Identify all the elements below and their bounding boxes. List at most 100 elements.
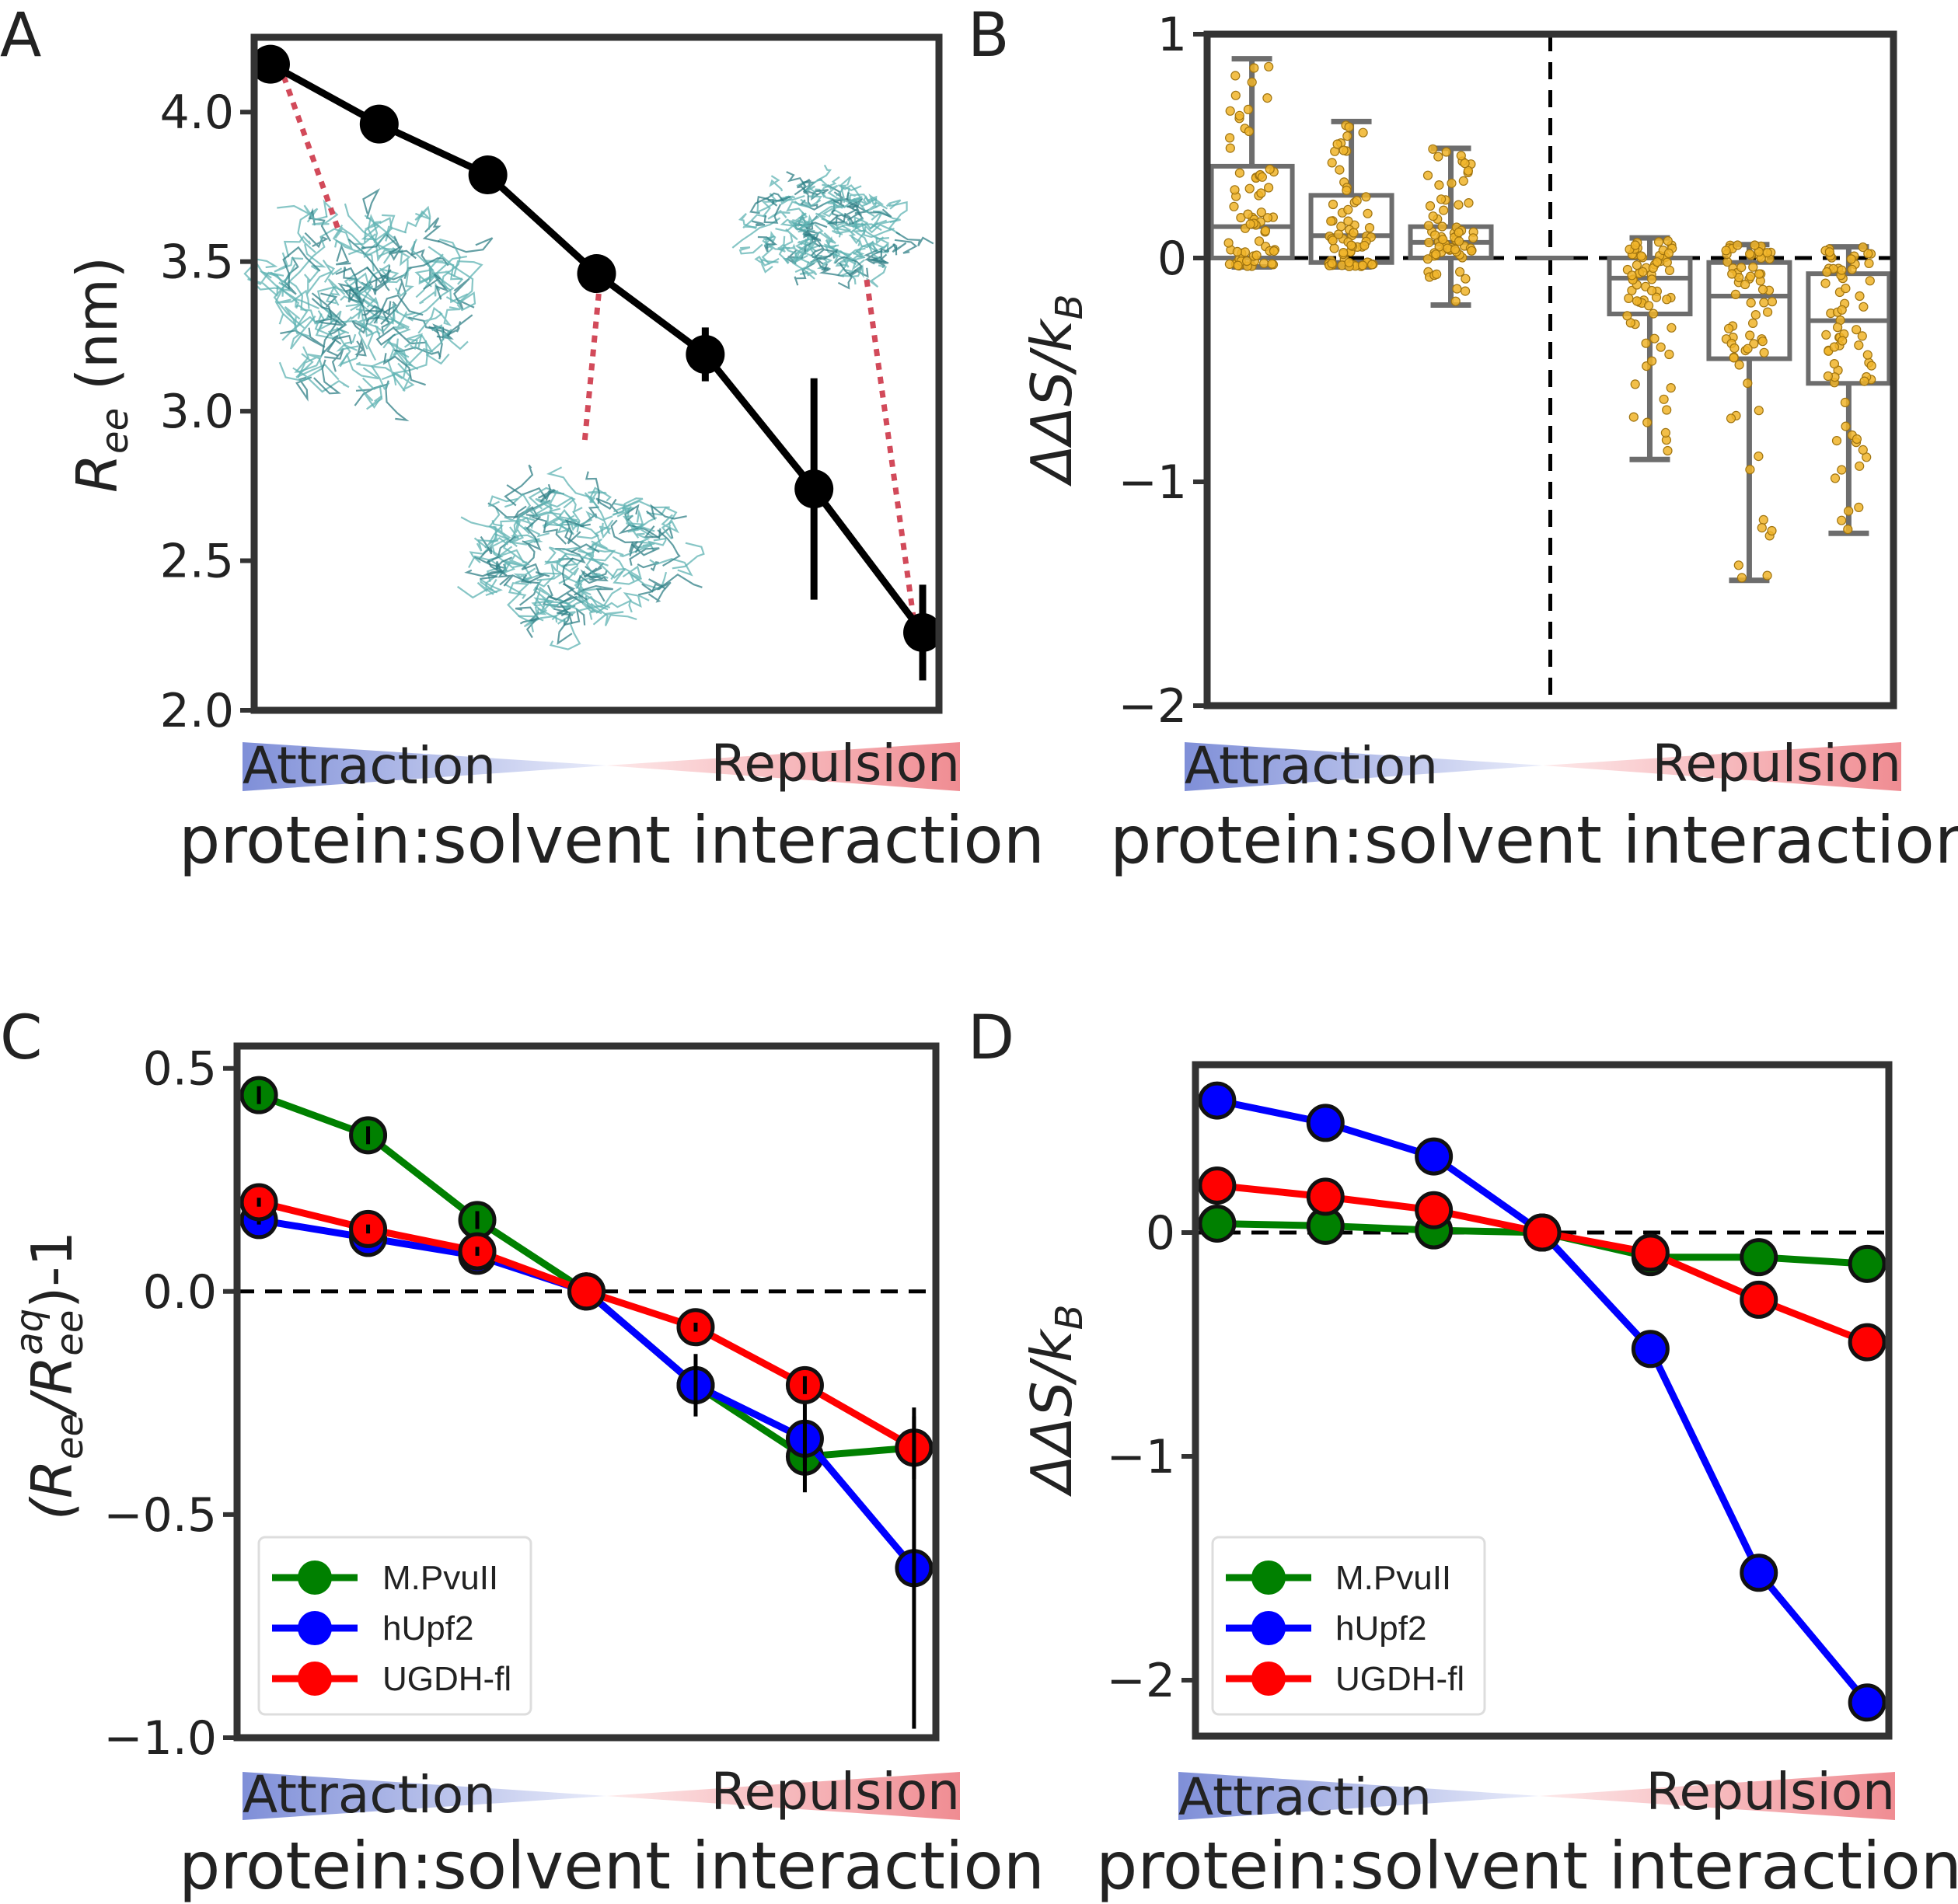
- strip-point: [1436, 194, 1447, 204]
- ensemble-strand: [624, 504, 640, 523]
- strip-point: [1225, 106, 1235, 116]
- ensemble-strand: [476, 537, 508, 552]
- ensemble-strand: [791, 219, 807, 233]
- ensemble-strand: [806, 185, 823, 204]
- strip-point: [1838, 336, 1848, 346]
- data-point: [1848, 1244, 1886, 1283]
- strip-point: [1743, 343, 1753, 354]
- ensemble-strand: [313, 359, 341, 395]
- strip-point: [1843, 524, 1853, 535]
- strip-point: [1262, 213, 1273, 223]
- attraction-label: Attraction: [243, 736, 496, 796]
- ensemble-strand: [575, 511, 611, 535]
- plot-frame: [233, 1042, 940, 1742]
- ensemble-strand: [358, 385, 382, 410]
- ensemble-strand: [641, 578, 666, 593]
- box-whisker: [1408, 145, 1494, 308]
- data-point: [468, 155, 508, 195]
- ensemble-strand: [532, 579, 563, 610]
- strip-point: [1647, 274, 1657, 284]
- strip-point: [1454, 228, 1464, 238]
- ensemble-strand: [425, 270, 464, 285]
- y-axis-label: Ree (nm): [65, 256, 137, 493]
- ensemble-strand: [839, 249, 857, 265]
- series-ugdh-fl: [239, 1183, 934, 1479]
- ensemble-strand: [354, 383, 389, 406]
- strip-point: [1660, 427, 1670, 438]
- ensemble-strand: [585, 595, 602, 620]
- ensemble-strand: [403, 210, 431, 233]
- strip-point: [1460, 286, 1471, 296]
- legend-marker-hupf2: [1251, 1611, 1286, 1645]
- ensemble-strand: [636, 532, 655, 547]
- ensemble-strand: [559, 592, 584, 617]
- attraction-gradient: [243, 742, 606, 791]
- strip-point: [1358, 127, 1368, 138]
- ensemble-strand: [537, 563, 571, 588]
- legend-label-mpvuii: M.PvuII: [382, 1559, 498, 1597]
- ensemble-strand: [843, 208, 858, 225]
- ensemble-strand: [794, 198, 822, 208]
- panel-letter-d: D: [968, 1003, 1014, 1073]
- strip-point: [1754, 269, 1764, 279]
- strip-point: [1243, 209, 1253, 219]
- box-iqr: [1706, 260, 1792, 361]
- strip-point: [1663, 445, 1673, 456]
- ensemble-strand: [892, 242, 907, 253]
- strip-point: [1251, 250, 1262, 260]
- strip-point: [1820, 278, 1831, 288]
- ensemble-strand: [522, 526, 550, 538]
- data-point: [1198, 1166, 1237, 1205]
- y-tick-label: 2.5: [160, 535, 234, 589]
- ensemble-strand: [847, 216, 868, 229]
- ensemble-strand: [532, 516, 567, 545]
- strip-point: [1837, 515, 1847, 525]
- plot-area: [1207, 34, 1893, 706]
- ensemble-strand: [367, 214, 379, 243]
- strip-point: [1346, 240, 1356, 250]
- strip-point: [1829, 359, 1839, 369]
- ensemble-strand: [895, 231, 934, 247]
- ensemble-strand: [544, 546, 567, 565]
- y-axis-label: ΔΔS/kB: [1019, 1304, 1091, 1497]
- ensemble-strand: [637, 573, 703, 596]
- ensemble-strand: [274, 252, 304, 273]
- ensemble-strand: [757, 235, 778, 253]
- strip-point: [1230, 185, 1240, 195]
- ensemble-cluster: [731, 164, 934, 290]
- strip-point: [1745, 465, 1755, 475]
- strip-point: [1664, 349, 1674, 360]
- y-tick-label: −1: [1107, 1430, 1175, 1484]
- plot-area: [237, 1076, 936, 1729]
- y-tick-label: 2.0: [160, 684, 234, 738]
- strip-points: [1422, 144, 1478, 306]
- ensemble-strand: [808, 177, 832, 189]
- strip-point: [1748, 262, 1758, 272]
- ensemble-strand: [334, 226, 367, 256]
- ensemble-strand: [599, 522, 612, 539]
- ensemble-strand: [564, 527, 600, 553]
- ensemble-strand: [531, 600, 559, 615]
- data-point: [1415, 1191, 1454, 1229]
- ensemble-strand: [590, 602, 637, 626]
- ensemble-strand: [504, 493, 536, 521]
- y-tick-label: 0: [1157, 232, 1187, 286]
- data-point: [1631, 1233, 1670, 1272]
- strip-point: [1727, 269, 1737, 279]
- strip-point: [1662, 405, 1672, 415]
- repulsion-gradient: [1539, 1772, 1895, 1820]
- strip-point: [1729, 353, 1739, 363]
- strip-point: [1865, 276, 1875, 286]
- data-point: [1306, 1104, 1345, 1142]
- strip-point: [1244, 183, 1255, 194]
- box-whisker: [1706, 242, 1792, 584]
- ensemble-cluster: [243, 188, 494, 422]
- ensemble-strand: [494, 533, 530, 569]
- ensemble-strand: [354, 266, 392, 284]
- strip-point: [1335, 165, 1345, 175]
- strip-point: [1343, 204, 1353, 214]
- strip-point: [1256, 188, 1266, 198]
- ensemble-strand: [853, 218, 879, 230]
- strip-point: [1666, 383, 1676, 393]
